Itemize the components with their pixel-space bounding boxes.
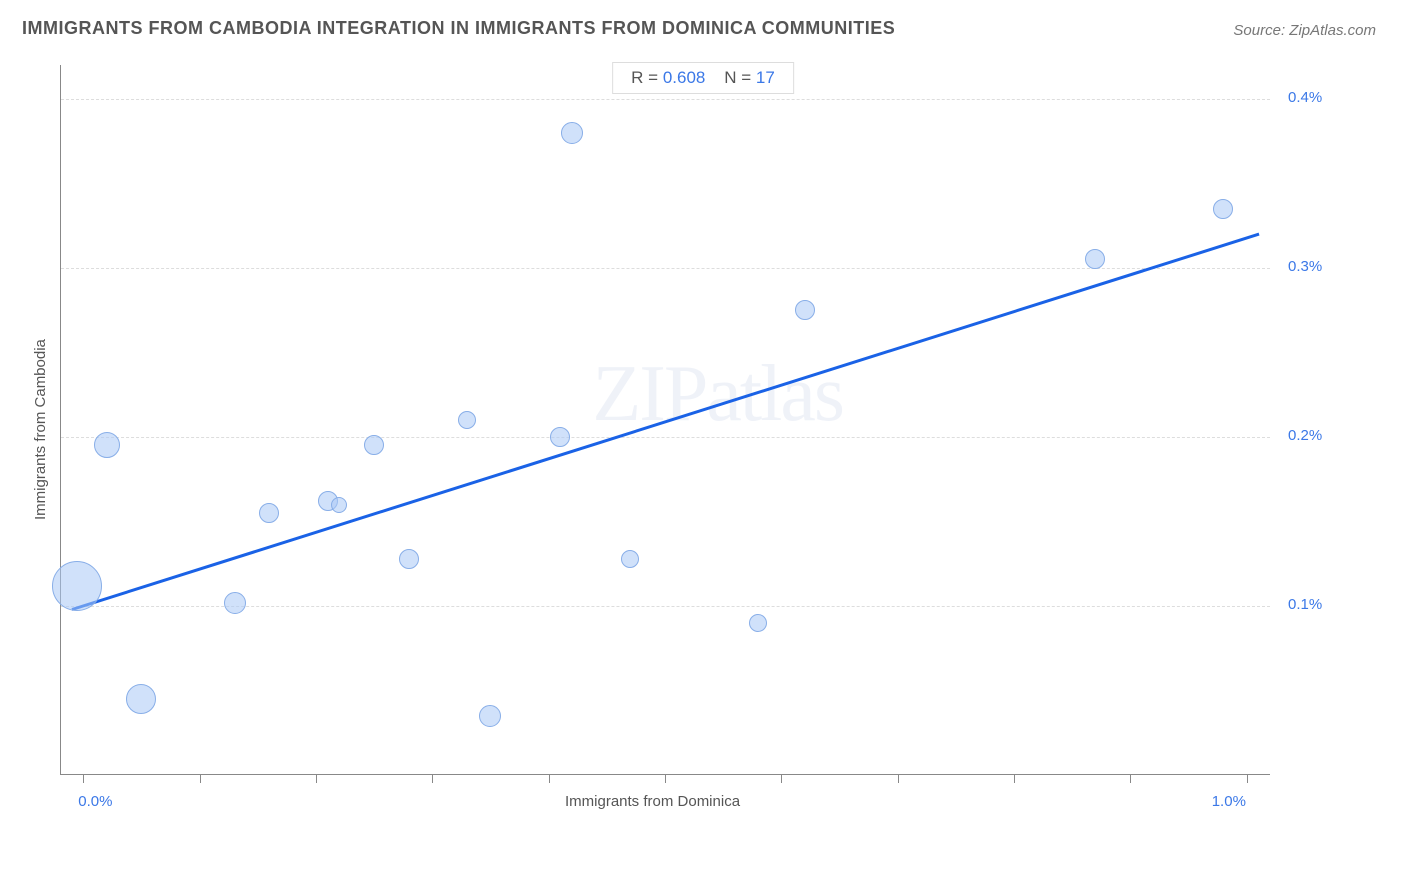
gridline bbox=[61, 437, 1270, 438]
data-point bbox=[52, 561, 102, 611]
r-value: 0.608 bbox=[663, 68, 706, 87]
y-tick-label: 0.4% bbox=[1288, 89, 1322, 106]
data-point bbox=[94, 432, 120, 458]
source-attribution: Source: ZipAtlas.com bbox=[1233, 22, 1376, 39]
x-tick bbox=[781, 775, 782, 783]
data-point bbox=[224, 592, 246, 614]
x-tick bbox=[665, 775, 666, 783]
data-point bbox=[126, 684, 156, 714]
data-point bbox=[621, 550, 639, 568]
r-label: R = bbox=[631, 68, 663, 87]
data-point bbox=[364, 435, 384, 455]
x-tick bbox=[1014, 775, 1015, 783]
x-tick bbox=[83, 775, 84, 783]
data-point bbox=[399, 549, 419, 569]
x-tick bbox=[200, 775, 201, 783]
source-name: ZipAtlas.com bbox=[1289, 22, 1376, 39]
n-label: N = bbox=[724, 68, 756, 87]
x-tick bbox=[898, 775, 899, 783]
x-tick bbox=[316, 775, 317, 783]
data-point bbox=[550, 427, 570, 447]
y-axis-label: Immigrants from Cambodia bbox=[32, 339, 49, 520]
gridline bbox=[61, 268, 1270, 269]
data-point bbox=[479, 705, 501, 727]
x-tick bbox=[1247, 775, 1248, 783]
data-point bbox=[749, 614, 767, 632]
x-tick-label: 0.0% bbox=[78, 793, 112, 810]
data-point bbox=[259, 503, 279, 523]
data-point bbox=[795, 300, 815, 320]
data-point bbox=[561, 122, 583, 144]
y-tick-label: 0.1% bbox=[1288, 596, 1322, 613]
n-value: 17 bbox=[756, 68, 775, 87]
scatter-chart: ZIPatlas Immigrants from Cambodia Immigr… bbox=[40, 55, 1340, 815]
x-tick bbox=[549, 775, 550, 783]
stats-box: R = 0.608 N = 17 bbox=[612, 62, 794, 94]
source-prefix: Source: bbox=[1233, 22, 1289, 39]
gridline bbox=[61, 99, 1270, 100]
data-point bbox=[1213, 199, 1233, 219]
data-point bbox=[1085, 249, 1105, 269]
data-point bbox=[331, 497, 347, 513]
x-tick bbox=[1130, 775, 1131, 783]
x-tick-label: 1.0% bbox=[1212, 793, 1246, 810]
y-tick-label: 0.2% bbox=[1288, 427, 1322, 444]
y-tick-label: 0.3% bbox=[1288, 258, 1322, 275]
x-axis-label: Immigrants from Dominica bbox=[565, 793, 740, 810]
chart-title: IMMIGRANTS FROM CAMBODIA INTEGRATION IN … bbox=[22, 18, 895, 39]
x-tick bbox=[432, 775, 433, 783]
data-point bbox=[458, 411, 476, 429]
